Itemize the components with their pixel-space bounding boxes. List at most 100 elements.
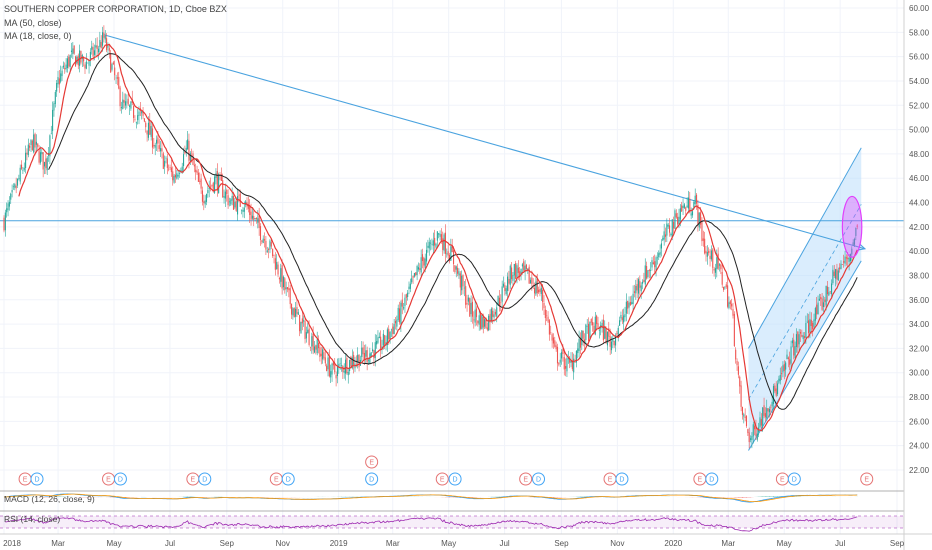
event-marker-label: D <box>453 477 458 484</box>
macd-histogram-bar <box>57 496 59 497</box>
candle-body <box>458 271 460 276</box>
candle-body <box>829 291 831 292</box>
candle-body <box>376 340 378 345</box>
time-tick-label: Sep <box>890 539 905 548</box>
macd-histogram-bar <box>766 496 768 497</box>
macd-histogram-bar <box>552 497 554 498</box>
candle-body <box>384 335 386 345</box>
highlight-ellipse-shape <box>841 195 863 258</box>
candle-body <box>214 176 216 193</box>
candle-body <box>224 191 226 199</box>
candle-body <box>494 311 496 315</box>
candle-body <box>265 240 267 250</box>
candle-body <box>439 233 441 237</box>
candle-body <box>85 61 87 69</box>
candle-body <box>654 261 656 268</box>
candle-body <box>322 349 324 360</box>
candle-body <box>639 281 641 288</box>
candle-body <box>613 341 615 346</box>
channel-lower <box>748 260 862 451</box>
candle-body <box>115 77 117 79</box>
candle-body <box>41 152 43 155</box>
earnings-marker <box>435 472 449 486</box>
candle-body <box>723 286 725 290</box>
candle-body <box>832 269 834 284</box>
event-markers[interactable]: E D E D E D E D DEE D E D E D E D E D E <box>18 455 874 486</box>
price-axis[interactable]: 22.00 24.00 26.00 28.00 30.00 32.00 34.00 36.00… <box>903 0 932 550</box>
candle-body <box>276 262 278 270</box>
candle-body <box>847 257 849 260</box>
candle-body <box>374 342 376 359</box>
candle-body <box>389 331 391 341</box>
candle-body <box>361 347 363 358</box>
candle-body <box>201 190 203 202</box>
event-marker-label: D <box>118 477 123 484</box>
candle-body <box>448 254 451 262</box>
candle-body <box>251 215 253 219</box>
candle-body <box>725 284 727 288</box>
candle-body <box>470 302 472 315</box>
candle-body <box>689 198 691 213</box>
macd-histogram-bar <box>739 497 741 498</box>
candle-body <box>727 285 729 307</box>
candle-body <box>351 357 353 369</box>
candle-body <box>157 137 159 144</box>
candle-body <box>845 257 847 259</box>
candle-body <box>392 326 394 334</box>
candle-body <box>281 265 283 289</box>
candle-body <box>679 208 681 220</box>
candle-body <box>636 284 638 291</box>
macd-legend[interactable]: MACD (12, 26, close, 9) <box>4 494 95 504</box>
macd-histogram-bar <box>760 496 762 497</box>
candle-body <box>667 224 669 227</box>
candle-body <box>166 158 168 168</box>
time-tick-label: Jul <box>499 539 509 548</box>
ma18-legend[interactable]: MA (18, close, 0) <box>4 31 72 41</box>
candle-body <box>766 408 768 419</box>
price-tick-label: 60.00 <box>909 4 930 13</box>
candle-body <box>70 50 73 52</box>
candle-body <box>235 200 237 211</box>
regression-channel[interactable] <box>748 147 862 451</box>
candle-body <box>646 266 648 279</box>
candle-body <box>718 264 721 266</box>
time-tick-label: Nov <box>610 539 624 548</box>
candle-body <box>102 32 104 46</box>
candle-body <box>394 320 397 324</box>
candle-body <box>87 62 89 64</box>
macd-histogram-bar <box>557 497 558 498</box>
time-tick-label: Jul <box>165 539 175 548</box>
event-marker-label: D <box>34 477 39 484</box>
candle-body <box>543 303 545 309</box>
candle-body <box>97 48 100 53</box>
candle-body <box>635 285 637 294</box>
candle-body <box>161 148 163 152</box>
candle-body <box>592 322 594 326</box>
macd-histogram-bar <box>747 497 749 498</box>
candle-body <box>73 45 75 54</box>
candle-body <box>619 320 621 326</box>
candle-body <box>189 153 191 161</box>
candle-body <box>821 298 823 310</box>
candle-body <box>45 158 47 169</box>
candle-body <box>446 253 448 255</box>
candle-body <box>612 338 614 342</box>
candle-body <box>786 354 788 359</box>
candle-body <box>520 268 522 275</box>
candle-body <box>415 272 417 276</box>
rsi-legend[interactable]: RSI (14, close) <box>4 514 61 524</box>
candle-body <box>29 145 31 148</box>
candle-body <box>343 370 345 373</box>
candle-body <box>116 77 118 79</box>
dividend-marker <box>113 472 127 486</box>
highlight-ellipse[interactable] <box>841 195 863 258</box>
candle-body <box>705 250 707 254</box>
time-axis[interactable]: 2018 Mar May Jul Sep Nov 2019 Mar May Jul Sep Nov 20… <box>0 533 932 548</box>
symbol-legend[interactable]: SOUTHERN COPPER CORPORATION, 1D, Cboe BZ… <box>4 4 227 14</box>
candle-body <box>500 302 502 304</box>
candle-body <box>35 141 37 145</box>
candle-body <box>218 174 220 194</box>
ma50-legend[interactable]: MA (50, close) <box>4 18 62 28</box>
trend-line[interactable] <box>103 34 867 251</box>
